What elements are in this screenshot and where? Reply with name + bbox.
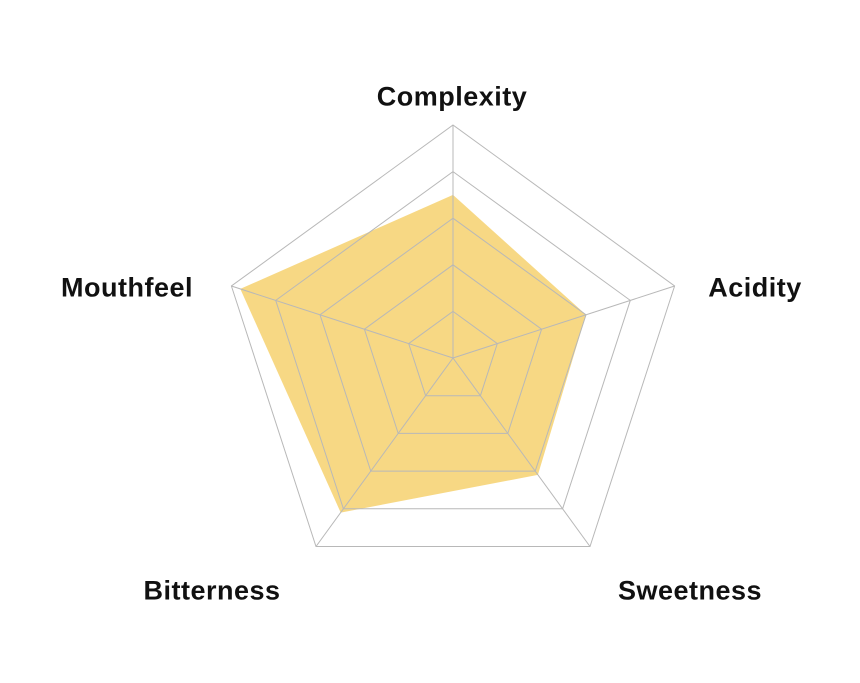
- axis-label-mouthfeel: Mouthfeel: [61, 272, 193, 303]
- axis-label-acidity: Acidity: [708, 272, 802, 303]
- grid-ring: [275, 170, 631, 510]
- grid-ring: [408, 310, 498, 397]
- grid-ring: [363, 264, 543, 434]
- axis-spoke: [231, 285, 454, 359]
- axis-spoke: [452, 357, 591, 547]
- grid-ring: [230, 124, 676, 547]
- axis-label-complexity: Complexity: [376, 81, 528, 112]
- axis-label-bitterness: Bitterness: [143, 575, 281, 606]
- axis-spoke: [452, 285, 675, 359]
- grid-ring: [319, 217, 587, 472]
- axis-spoke: [315, 357, 454, 547]
- axis-label-sweetness: Sweetness: [617, 575, 763, 606]
